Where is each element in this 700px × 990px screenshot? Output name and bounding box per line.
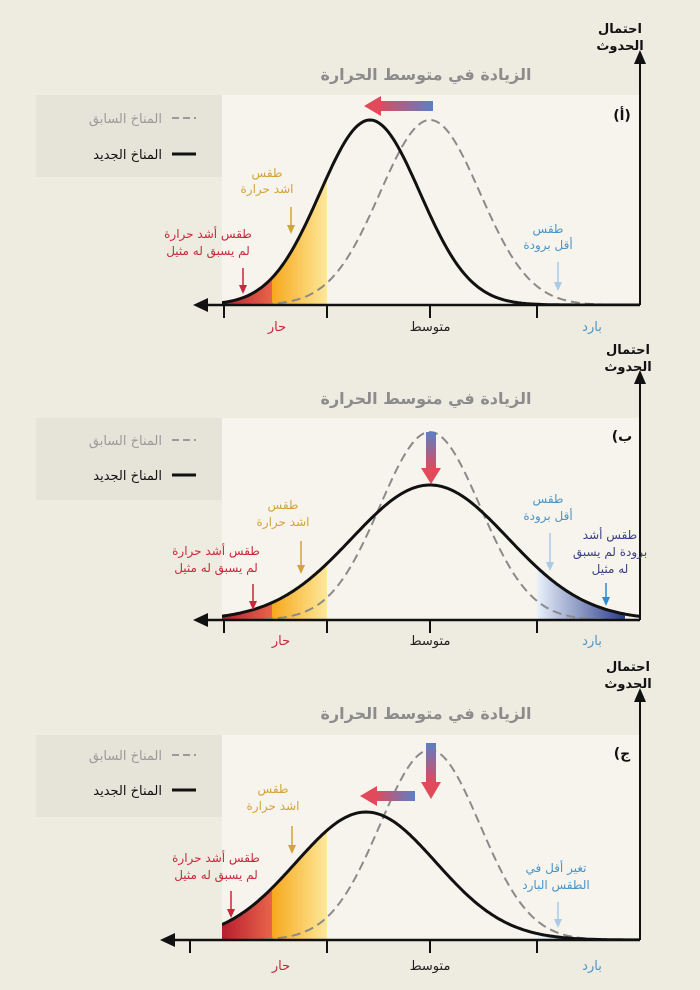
unprecedented-cold-line1-b: طقس أشد [583,527,637,543]
unprecedented-hot-line2-c: لم يسبق له مثيل [174,868,258,883]
unprecedented-hot-arrow-c [227,891,235,918]
y-axis-label-line2-c: الحدوث [604,677,651,692]
panel-b: المناخ السابق المناخ الجديد الزيادة في م… [36,343,652,649]
legend-previous-c: المناخ السابق [89,749,162,764]
unprecedented-hot-line1-b: طقس أشد حرارة [172,543,260,559]
panel-title-a: الزيادة في متوسط الحرارة [321,65,532,85]
shift-arrow-b [421,432,441,484]
x-label-hot-c: حار [271,959,290,974]
unprecedented-cold-arrow-b [602,583,610,606]
less-change-cold-line2-c: الطقس البارد [522,878,589,893]
less-cold-line1-b: طقس [533,492,564,507]
shift-arrow-vertical-c [421,743,441,799]
unprecedented-hot-arrow-a [239,268,247,294]
y-axis-label-line2-b: الحدوث [604,360,651,375]
y-axis-label-line1-b: احتمال [606,343,650,358]
x-ticks-b [223,620,538,633]
legend-previous-a: المناخ السابق [89,112,162,127]
hotter-weather-line2-b: اشد حرارة [257,515,310,530]
x-label-cold-c: بارد [582,959,602,974]
unprecedented-cold-line2-b: برودة لم يسبق [573,545,647,560]
hotter-weather-area-c [272,830,327,940]
panel-title-c: الزيادة في متوسط الحرارة [321,704,532,724]
unprecedented-hot-line2-a: لم يسبق له مثيل [166,244,250,259]
shift-arrow-a [364,96,433,116]
unprecedented-hot-line2-b: لم يسبق له مثيل [174,561,258,576]
x-ticks-a [223,305,538,318]
hotter-weather-arrow-a [287,207,295,234]
less-cold-line2-a: أقل برودة [523,237,572,253]
x-label-mean-a: متوسط [410,320,451,335]
legend-previous-b: المناخ السابق [89,434,162,449]
x-ticks-c [189,940,538,953]
x-axis-arrow-b [193,613,208,627]
legend-box-a [36,95,222,177]
less-cold-arrow-b [546,533,554,571]
less-change-cold-arrow-c [554,902,562,928]
x-label-cold-a: بارد [582,320,602,335]
legend-new-b: المناخ الجديد [93,469,162,484]
panel-c: المناخ السابق المناخ الجديد الزيادة في م… [36,660,652,974]
less-cold-line1-a: طقس [533,222,564,237]
less-cold-arrow-a [554,262,562,291]
hotter-weather-line1-c: طقس [258,782,289,797]
y-axis-arrow-b [634,370,646,384]
y-axis-label-line1-c: احتمال [606,660,650,675]
y-axis-arrow-a [634,50,646,64]
unprecedented-hot-line1-a: طقس أشد حرارة [164,226,252,242]
shift-arrow-horizontal-c [360,786,415,806]
panel-letter-a: (أ) [613,106,631,124]
x-label-cold-b: بارد [582,634,602,649]
hotter-weather-arrow-b [297,541,305,574]
hotter-weather-arrow-c [288,826,296,854]
unprecedented-hot-arrow-b [249,584,257,610]
hotter-weather-line1-b: طقس [268,498,299,513]
unprecedented-cold-line3-b: له مثيل [592,562,629,576]
panel-letter-b: (ب [612,429,632,445]
legend-new-a: المناخ الجديد [93,148,162,163]
panel-a: المناخ السابق المناخ الجديد الزيادة في م… [36,22,646,335]
x-axis-arrow-c [160,933,175,947]
new-climate-curve-b [222,483,640,618]
unprecedented-hot-area-a [222,277,272,305]
x-label-hot-b: حار [271,634,290,649]
unprecedented-hot-line1-c: طقس أشد حرارة [172,850,260,866]
legend-box-b [36,418,222,500]
panel-title-b: الزيادة في متوسط الحرارة [321,389,532,409]
hotter-weather-line2-c: اشد حرارة [247,799,300,814]
hotter-weather-line2-a: اشد حرارة [241,182,294,197]
legend-new-c: المناخ الجديد [93,784,162,799]
y-axis-label-line1-a: احتمال [598,22,642,37]
hotter-weather-line1-a: طقس [252,166,283,181]
x-label-mean-c: متوسط [410,959,451,974]
less-change-cold-line1-c: تغير أقل في [526,860,587,876]
y-axis-arrow-c [634,688,646,702]
less-cold-line2-b: أقل برودة [523,508,572,524]
x-label-hot-a: حار [267,320,286,335]
x-axis-arrow-a [193,298,208,312]
legend-box-c [36,735,222,817]
y-axis-label-line2-a: الحدوث [596,39,643,54]
new-climate-curve-c [222,810,640,940]
colder-weather-area-b [537,567,625,620]
panel-letter-c: (ج [614,746,631,762]
x-label-mean-b: متوسط [410,634,451,649]
